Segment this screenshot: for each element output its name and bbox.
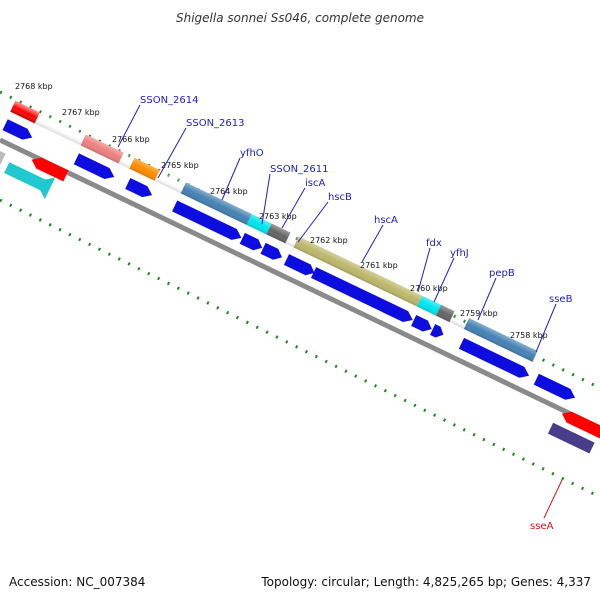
gene-label[interactable]: sseB: [549, 294, 573, 305]
genome-backbone: [0, 137, 600, 431]
map-title: Shigella sonnei Ss046, complete genome: [176, 11, 424, 25]
outer-tick-ring: [0, 90, 600, 390]
cds-arrow-2: [125, 178, 153, 198]
gene-label[interactable]: SSON_2611: [270, 164, 329, 175]
cds-arrow-10: [458, 337, 530, 378]
reverse-red-arrow-2: [561, 411, 600, 440]
gene-label[interactable]: fdx: [426, 238, 442, 249]
accession-text: Accession: NC_007384: [9, 575, 146, 589]
scale-label: 2766 kbp: [112, 135, 150, 144]
leader-line: [157, 127, 187, 179]
gene-label[interactable]: hscB: [328, 192, 352, 203]
gene-label[interactable]: SSON_2613: [186, 118, 245, 129]
feature-track-shade: [10, 100, 539, 363]
leader-line: [117, 104, 141, 148]
scale-label: 2764 kbp: [210, 187, 248, 196]
reverse-slate-box: [547, 422, 595, 454]
leader-line-red: [543, 479, 563, 519]
reverse-cyan-arrow: [4, 162, 56, 200]
gene-label[interactable]: hscA: [374, 215, 398, 226]
scale-label: 2763 kbp: [259, 212, 297, 221]
gene-label[interactable]: SSON_2614: [140, 95, 199, 106]
scale-label: 2767 kbp: [62, 108, 100, 117]
gene-label[interactable]: iscA: [305, 178, 325, 189]
leader-line: [221, 157, 241, 201]
gene-label[interactable]: yfhJ: [450, 248, 469, 259]
cds-arrow-8: [411, 315, 432, 332]
leader-line: [297, 201, 329, 243]
cds-arrow-3: [172, 200, 242, 240]
scale-label: 2765 kbp: [161, 161, 199, 170]
gene-label[interactable]: pepB: [489, 268, 515, 279]
leader-line: [477, 277, 497, 321]
scale-label: 2760 kbp: [410, 284, 448, 293]
scale-label: 2768 kbp: [15, 82, 53, 91]
genome-summary-text: Topology: circular; Length: 4,825,265 bp…: [261, 575, 591, 589]
leader-line: [433, 257, 455, 303]
leader-line: [261, 173, 271, 225]
cds-arrow-7: [310, 267, 413, 322]
feature-track-outer: [2, 100, 576, 400]
feature-track-inner: [0, 146, 600, 454]
cds-arrow-4: [239, 232, 263, 251]
gene-label[interactable]: sseA: [530, 521, 554, 532]
label-leaders: [117, 104, 557, 353]
scale-label: 2758 kbp: [510, 331, 548, 340]
cds-arrow-9: [429, 324, 444, 338]
gene-label[interactable]: yfhO: [240, 148, 264, 159]
leader-line: [361, 224, 384, 263]
leader-line: [281, 187, 306, 229]
cds-arrow-6: [283, 254, 315, 276]
reverse-red-arrow: [31, 157, 69, 182]
scale-label: 2759 kbp: [460, 309, 498, 318]
leader-line: [417, 247, 431, 293]
cds-arrow-11: [533, 373, 576, 400]
cds-arrow-1: [73, 153, 115, 179]
cds-arrow-left: [2, 119, 33, 140]
leader-line: [535, 303, 557, 353]
inner-tick-ring: [0, 198, 600, 499]
scale-label: 2762 kbp: [310, 236, 348, 245]
reverse-gray-stub: [0, 146, 6, 165]
cds-arrow-5: [260, 242, 282, 260]
scale-label: 2761 kbp: [360, 261, 398, 270]
